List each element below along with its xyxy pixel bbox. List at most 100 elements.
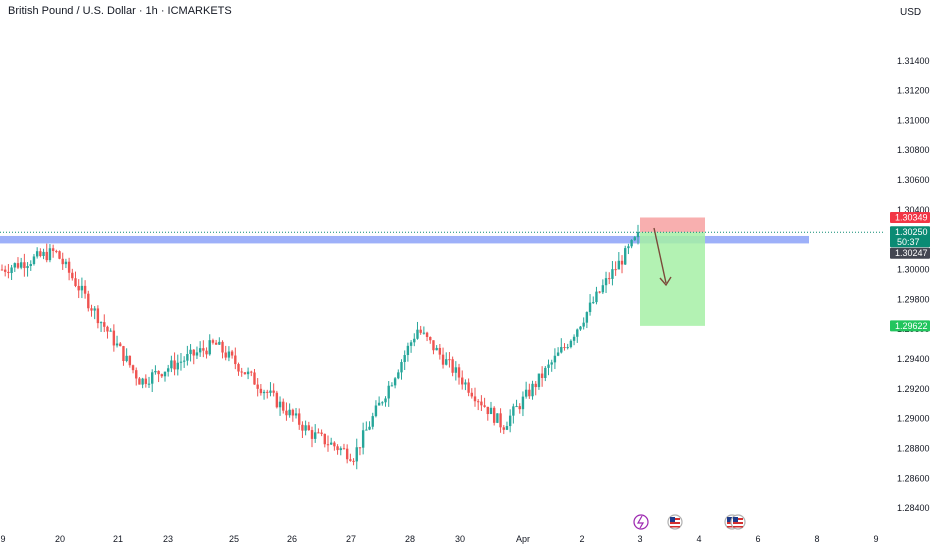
candle-body (336, 446, 339, 451)
stop-loss-zone[interactable] (640, 217, 705, 233)
candle-body (83, 285, 87, 294)
candle-body (608, 278, 611, 280)
candle-body (298, 413, 301, 425)
sell-arrow-icon[interactable] (653, 227, 667, 284)
zone-price-tag-text: 1.30247 (895, 248, 928, 258)
candle-body (42, 251, 45, 257)
candle-body (240, 371, 243, 373)
candle-body (211, 340, 215, 343)
candle-body (246, 371, 250, 375)
take-profit-zone[interactable] (640, 232, 705, 326)
candle-body (397, 372, 400, 379)
time-axis[interactable]: 9 20 21 23 25 26 27 28 30 Apr 2 3 4 6 8 9 (0, 534, 878, 544)
candle-body (10, 267, 13, 274)
candle-body (195, 352, 199, 356)
candle-body (128, 355, 132, 366)
candle-body (294, 413, 298, 416)
candle-body (339, 448, 342, 451)
candle-body (461, 377, 464, 385)
candle-body (278, 401, 282, 408)
event-icons[interactable] (633, 514, 746, 530)
time-tick-label: 9 (873, 534, 878, 544)
candle-body (550, 362, 553, 365)
candle-body (381, 402, 384, 404)
candle-body (515, 406, 518, 408)
candle-body (138, 378, 141, 385)
candle-body (198, 348, 202, 353)
candle-body (572, 336, 576, 341)
symbol-title[interactable]: British Pound / U.S. Dollar · 1h · ICMAR… (8, 5, 232, 17)
us-flag-event-icon[interactable] (730, 514, 746, 530)
candle-body (361, 430, 365, 448)
candle-body (480, 401, 483, 406)
candle-body (534, 383, 537, 388)
candle-body (304, 425, 307, 431)
candle-body (192, 349, 195, 356)
candle-body (448, 359, 451, 361)
resistance-zone[interactable] (0, 235, 809, 244)
candle-body (636, 232, 640, 238)
candle-body (74, 278, 77, 286)
candle-body (563, 347, 566, 349)
candle-body (221, 341, 224, 353)
candle-body (317, 432, 320, 434)
candle-body (7, 271, 10, 274)
candle-body (163, 371, 167, 377)
candle-body (173, 360, 176, 370)
candle-body (288, 409, 291, 416)
sell-arrow-head (659, 276, 672, 287)
candle-body (585, 312, 589, 323)
candle-body (489, 407, 493, 415)
price-tick-label: 1.31200 (897, 86, 930, 96)
candle-body (508, 415, 512, 427)
candle-body (521, 396, 525, 410)
candle-body (35, 251, 39, 257)
price-tick-label: 1.29200 (897, 384, 930, 394)
candle-body (403, 355, 406, 363)
candle-body (368, 426, 371, 430)
candle-body (518, 406, 521, 410)
candle-body (483, 405, 486, 407)
candle-body (314, 432, 317, 439)
candle-body (90, 308, 93, 311)
time-tick-label: 23 (163, 534, 173, 544)
candle-body (291, 409, 295, 416)
candle-body (307, 425, 311, 431)
candle-body (109, 330, 112, 332)
price-tick-label: 1.29000 (897, 414, 930, 424)
price-tick-label: 1.29800 (897, 294, 930, 304)
price-axis[interactable]: 1.31400 1.31200 1.31000 1.30800 1.30600 1.304… (897, 56, 930, 513)
candle-body (582, 322, 585, 327)
candle-body (16, 263, 20, 268)
candle-body (93, 308, 96, 311)
candle-body (560, 347, 563, 353)
lightning-event-icon[interactable] (633, 514, 649, 530)
candle-body (566, 347, 569, 349)
candle-body (58, 251, 61, 259)
candle-body (64, 261, 68, 265)
currency-label[interactable]: USD (900, 7, 922, 18)
us-flag-event-icon[interactable] (667, 514, 683, 530)
candle-body (400, 362, 403, 373)
time-tick-label: 30 (455, 534, 465, 544)
candle-body (141, 378, 144, 385)
candle-body (624, 248, 627, 265)
candle-body (393, 378, 397, 386)
candle-body (250, 371, 253, 373)
trade-overlay[interactable] (0, 227, 885, 287)
candle-body (112, 330, 116, 346)
candle-body (160, 374, 163, 377)
candle-body (230, 351, 234, 356)
candle-body (135, 370, 138, 379)
candle-body (441, 354, 445, 365)
target-price-tag-text: 1.29622 (895, 321, 928, 331)
candle-body (342, 448, 346, 450)
candle-body (438, 347, 442, 355)
candle-body (189, 349, 192, 355)
candle-body (435, 347, 438, 351)
candle-body (282, 401, 285, 411)
candle-body (630, 240, 633, 247)
